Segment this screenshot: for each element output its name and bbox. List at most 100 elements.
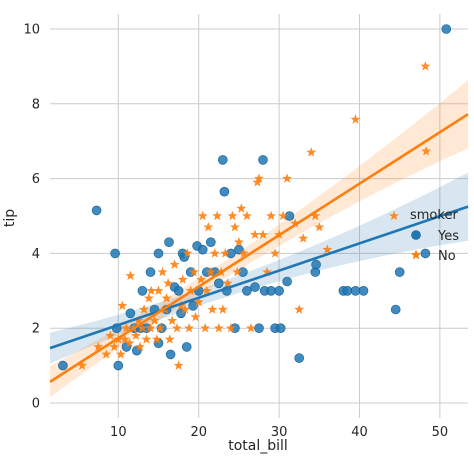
scatter-point-yes (441, 24, 452, 34)
y-tick-label: 4 (32, 247, 40, 262)
scatter-point-no (169, 259, 180, 269)
legend-yes-marker-icon (411, 230, 421, 240)
scatter-point-yes (165, 349, 176, 360)
scatter-point-no (350, 114, 361, 124)
scatter-point-no (262, 266, 272, 277)
scatter-point-no (236, 203, 247, 213)
scatter-point-no (207, 304, 218, 314)
scatter-point-no (421, 146, 432, 156)
scatter-point-no (420, 61, 431, 71)
scatter-point-no (163, 278, 174, 288)
scatter-point-no (233, 236, 244, 247)
legend-no-label: No (438, 249, 456, 264)
scatter-point-no (164, 334, 175, 344)
scatter-point-yes (275, 323, 286, 334)
scatter-point-yes (254, 323, 264, 334)
x-tick-label: 40 (351, 425, 368, 440)
scatter-point-yes (394, 267, 405, 277)
scatter-point-no (124, 337, 135, 348)
scatter-point-yes (218, 155, 228, 165)
scatter-point-no (105, 330, 116, 340)
scatter-point-no (314, 222, 325, 232)
y-tick-label: 8 (32, 97, 40, 112)
scatter-point-no (153, 285, 164, 296)
scatter-point-yes (342, 285, 353, 296)
scatter-point-yes (91, 205, 102, 216)
y-tick-label: 2 (32, 322, 40, 337)
scatter-point-no (242, 210, 252, 221)
scatter-point-no (306, 147, 317, 157)
scatter-point-no (133, 315, 144, 325)
scatter-point-no (77, 360, 88, 370)
scatter-point-no (93, 341, 104, 352)
scatter-point-no (196, 274, 207, 284)
scatter-point-no (282, 173, 293, 183)
scatter-point-yes (420, 248, 431, 259)
scatter-point-yes (214, 278, 224, 289)
scatter-point-no (135, 341, 145, 352)
scatter-point-no (167, 315, 178, 325)
scatter-point-yes (125, 308, 136, 319)
scatter-point-no (143, 293, 154, 303)
scatter-point-no (238, 248, 249, 258)
scatter-point-no (157, 266, 168, 277)
scatter-point-no (197, 210, 208, 221)
scatter-point-no (213, 323, 224, 333)
scatter-point-no (180, 304, 190, 314)
scatter-point-no (250, 229, 260, 239)
scatter-point-no (227, 210, 238, 221)
scatter-point-yes (358, 285, 369, 296)
scatter-point-no (184, 323, 195, 333)
scatter-point-no (290, 218, 301, 228)
scatter-point-no (203, 222, 214, 232)
scatter-point-no (109, 341, 120, 352)
scatter-point-no (201, 285, 212, 296)
scatter-point-no (119, 334, 130, 344)
legend-item-no: No (410, 249, 456, 264)
scatter-point-yes (282, 276, 292, 287)
scatter-point-yes (206, 237, 216, 247)
scatter-point-no (173, 360, 184, 370)
scatter-point-no (139, 304, 149, 314)
scatter-point-yes (173, 285, 184, 296)
scatter-point-no (115, 349, 126, 359)
scatter-point-yes (145, 267, 156, 277)
scatter-point-no (121, 323, 132, 333)
scatter-point-no (137, 323, 148, 333)
scatter-point-no (193, 296, 204, 307)
scatter-point-no (270, 248, 281, 258)
scatter-point-yes (284, 211, 295, 221)
scatter-point-no (145, 323, 156, 333)
scatter-point-no (117, 300, 128, 310)
scatter-point-yes (110, 248, 120, 259)
scatter-point-yes (164, 237, 174, 247)
scatter-point-yes (250, 282, 260, 292)
scatter-point-no (294, 304, 305, 314)
scatter-point-yes (258, 155, 268, 165)
scatter-point-no (146, 285, 157, 296)
scatter-point-no (177, 274, 188, 284)
scatter-point-no (200, 323, 211, 333)
x-tick-label: 30 (271, 425, 288, 440)
y-tick-label: 0 (32, 397, 40, 412)
scatter-point-no (225, 323, 236, 333)
scatter-point-no (254, 173, 264, 183)
scatter-point-yes (390, 304, 401, 315)
scatter-point-no (161, 293, 172, 303)
x-tick-label: 10 (110, 425, 127, 440)
scatter-point-no (190, 311, 201, 322)
plot-area: 10 20 30 40 50 0 2 4 6 8 10 (23, 14, 469, 440)
scatter-point-yes (242, 285, 252, 296)
scatter-point-no (151, 334, 162, 344)
scatter-point-yes (219, 186, 230, 197)
legend-item-yes: Yes (411, 229, 459, 244)
scatter-point-yes (274, 285, 284, 296)
scatter-point-no (310, 210, 321, 221)
scatter-point-no (258, 229, 268, 239)
x-tick-label: 20 (190, 425, 207, 440)
y-axis-title: tip (2, 209, 18, 227)
scatter-point-no (155, 323, 166, 333)
scatter-point-yes (311, 259, 321, 270)
scatter-point-no (131, 330, 141, 340)
scatter-point-yes (153, 248, 164, 259)
